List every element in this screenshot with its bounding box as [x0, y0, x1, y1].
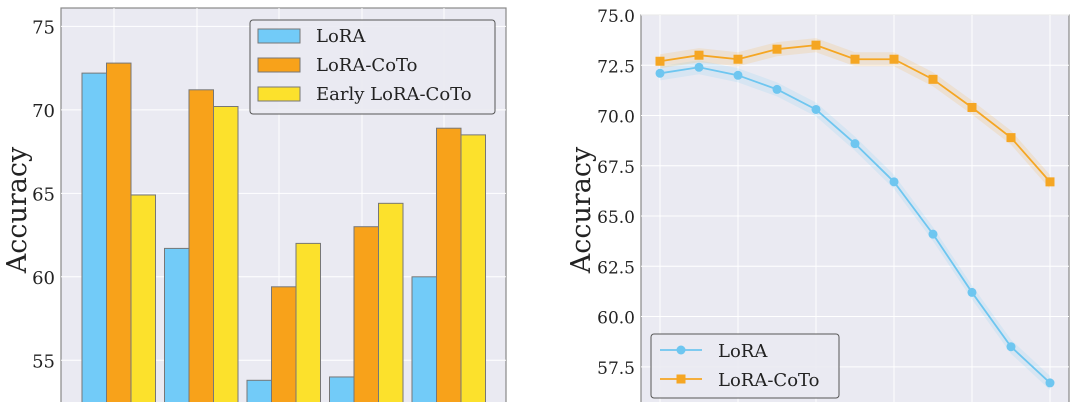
line-chart: 57.560.062.565.067.570.072.575.0LoRALoRA…	[597, 7, 1070, 402]
point-lora-coto	[772, 44, 782, 54]
legend-label: Early LoRA-CoTo	[316, 84, 472, 105]
y-tick-label: 72.5	[597, 57, 635, 77]
bar-early-lora-coto	[213, 106, 239, 402]
y-tick-label: 70	[32, 101, 55, 122]
legend-label: LoRA	[718, 341, 768, 362]
legend-swatch	[257, 57, 301, 73]
point-lora	[733, 70, 743, 80]
y-tick-label: 65.0	[597, 208, 635, 228]
point-lora-coto	[1006, 133, 1016, 143]
point-lora-coto	[928, 74, 938, 84]
point-lora-coto	[811, 40, 821, 50]
legend: LoRA LoRA-CoTo Early LoRA-CoTo	[249, 19, 496, 115]
point-lora-coto	[850, 54, 860, 64]
bar-lora-coto	[353, 226, 379, 402]
bar-early-lora-coto	[460, 134, 486, 402]
legend: LoRA LoRA-CoTo	[650, 333, 840, 399]
bar-lora-coto	[271, 286, 297, 402]
y-tick-label: 60	[32, 268, 55, 289]
point-lora-coto	[655, 56, 665, 66]
point-lora-coto	[889, 54, 899, 64]
bar-chart: 55 60 65 70 75 LoRA LoRA-CoTo Early LoRA-CoTo	[32, 7, 507, 402]
legend-label: LoRA	[316, 26, 366, 47]
legend-swatch	[257, 86, 301, 102]
bar-lora-coto	[188, 89, 214, 402]
legend-marker	[676, 345, 686, 355]
point-lora-coto	[733, 54, 743, 64]
legend-label: LoRA-CoTo	[316, 55, 417, 76]
bar-lora	[411, 276, 437, 402]
y-tick-label: 67.5	[597, 158, 635, 178]
point-lora	[967, 287, 977, 297]
legend-swatch	[257, 28, 301, 44]
y-tick-label: 70.0	[597, 108, 635, 128]
right-y-axis-label: Accuracy	[566, 146, 597, 274]
bar-lora-coto	[436, 127, 462, 402]
bar-lora	[329, 376, 355, 402]
bar-lora	[246, 379, 272, 402]
point-lora	[811, 104, 821, 114]
y-tick-label: 60.0	[597, 309, 635, 329]
point-lora-coto	[1045, 177, 1055, 187]
bar-early-lora-coto	[130, 194, 156, 402]
y-tick-label: 57.5	[597, 359, 635, 379]
y-tick-label: 75.0	[597, 7, 635, 27]
point-lora-coto	[967, 102, 977, 112]
point-lora-coto	[694, 50, 704, 60]
bar-lora	[164, 247, 190, 402]
bar-lora-coto	[106, 62, 132, 402]
point-lora	[1006, 342, 1016, 352]
point-lora	[655, 68, 665, 78]
legend-marker	[676, 374, 686, 384]
bar-early-lora-coto	[295, 242, 321, 402]
y-tick-label: 62.5	[597, 258, 635, 278]
point-lora	[694, 62, 704, 72]
y-tick-label: 75	[32, 17, 55, 38]
point-lora	[889, 177, 899, 187]
y-tick-label: 65	[32, 184, 55, 205]
y-tick-label: 55	[32, 351, 55, 372]
point-lora	[850, 139, 860, 149]
legend-label: LoRA-CoTo	[718, 370, 819, 391]
bar-lora	[81, 72, 107, 402]
left-y-axis-label: Accuracy	[2, 146, 33, 274]
point-lora	[1045, 378, 1055, 388]
point-lora	[772, 84, 782, 94]
point-lora	[928, 229, 938, 239]
legend-box	[249, 19, 496, 115]
bar-early-lora-coto	[378, 202, 404, 402]
